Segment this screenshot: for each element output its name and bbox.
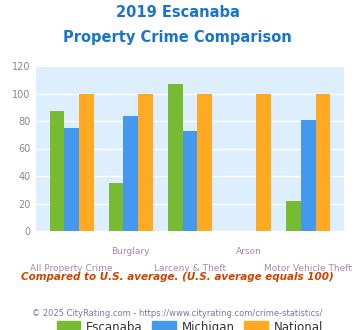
- Bar: [286, 201, 301, 231]
- Bar: [182, 131, 197, 231]
- Text: 2019 Escanaba: 2019 Escanaba: [116, 5, 239, 20]
- Text: Motor Vehicle Theft: Motor Vehicle Theft: [264, 264, 352, 273]
- Bar: [138, 93, 153, 231]
- Bar: [64, 128, 79, 231]
- Text: All Property Crime: All Property Crime: [31, 264, 113, 273]
- Bar: [316, 93, 330, 231]
- Bar: [197, 93, 212, 231]
- Bar: [256, 93, 271, 231]
- Bar: [79, 93, 94, 231]
- Text: Burglary: Burglary: [111, 248, 150, 256]
- Bar: [124, 115, 138, 231]
- Bar: [168, 84, 182, 231]
- Bar: [301, 120, 316, 231]
- Bar: [109, 183, 124, 231]
- Legend: Escanaba, Michigan, National: Escanaba, Michigan, National: [52, 316, 328, 330]
- Text: Property Crime Comparison: Property Crime Comparison: [63, 30, 292, 45]
- Bar: [50, 112, 64, 231]
- Text: Larceny & Theft: Larceny & Theft: [154, 264, 226, 273]
- Text: Compared to U.S. average. (U.S. average equals 100): Compared to U.S. average. (U.S. average …: [21, 272, 334, 282]
- Text: Arson: Arson: [236, 248, 262, 256]
- Text: © 2025 CityRating.com - https://www.cityrating.com/crime-statistics/: © 2025 CityRating.com - https://www.city…: [32, 309, 323, 317]
